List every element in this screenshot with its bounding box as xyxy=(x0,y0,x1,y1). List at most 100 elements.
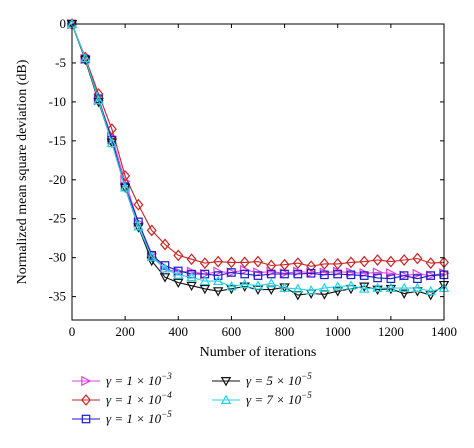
data-point xyxy=(173,269,184,279)
data-point xyxy=(213,255,224,268)
legend-label-exponent: −5 xyxy=(301,390,312,400)
data-point xyxy=(173,278,184,289)
legend-item: γ = 7 × 10−5 xyxy=(212,390,312,407)
data-point xyxy=(227,268,236,277)
data-point xyxy=(412,252,423,265)
data-point xyxy=(80,55,91,66)
legend-swatch-marker xyxy=(81,394,91,406)
legend-label-exponent: −5 xyxy=(161,409,172,419)
legend-label: γ = 7 × 10−5 xyxy=(246,390,312,407)
data-point xyxy=(212,275,224,286)
data-point xyxy=(425,257,436,270)
data-point xyxy=(399,254,410,266)
data-point xyxy=(305,284,317,295)
data-point xyxy=(293,269,303,279)
data-point xyxy=(199,275,211,286)
legend-label: γ = 1 × 10−5 xyxy=(106,409,172,426)
data-point xyxy=(345,280,357,290)
data-point xyxy=(292,257,303,270)
data-point xyxy=(146,251,157,261)
series-line xyxy=(71,23,445,280)
data-point xyxy=(186,281,197,292)
data-point xyxy=(412,268,423,280)
data-point xyxy=(199,257,210,270)
legend-label-exponent: −4 xyxy=(161,390,172,400)
data-point xyxy=(253,255,263,268)
data-point xyxy=(133,221,144,231)
data-point xyxy=(333,269,343,279)
data-point xyxy=(239,282,250,292)
data-point xyxy=(359,282,370,292)
legend-label-base: γ = 5 × 10 xyxy=(246,373,302,388)
legend-label: γ = 5 × 10−5 xyxy=(246,371,312,388)
data-point xyxy=(426,271,436,280)
y-tick-label: -20 xyxy=(49,172,66,187)
data-point xyxy=(280,269,289,279)
x-tick-label: 1000 xyxy=(325,324,351,339)
data-point xyxy=(372,254,383,266)
data-point xyxy=(373,273,382,283)
legend-item: γ = 1 × 10−5 xyxy=(72,409,172,426)
data-point xyxy=(386,274,396,284)
data-point xyxy=(186,271,197,282)
data-point xyxy=(359,283,370,293)
legend-swatch-marker xyxy=(220,377,232,387)
legend-label-exponent: −5 xyxy=(301,371,312,381)
data-point xyxy=(372,282,383,293)
ticks-layer: 0 200 400 600 800 1000 1200 1400 0 -5 -10 -15 -20 -25… xyxy=(49,16,457,339)
data-point xyxy=(213,271,223,280)
plot-frame xyxy=(71,23,445,321)
data-point xyxy=(186,253,197,266)
y-tick-label: 0 xyxy=(60,16,67,31)
data-point xyxy=(212,287,224,297)
legend-label-base: γ = 1 × 10 xyxy=(106,373,162,388)
data-point xyxy=(119,182,131,192)
data-point xyxy=(159,263,171,273)
data-point xyxy=(80,52,91,63)
data-point xyxy=(120,169,131,182)
x-tick-label: 1200 xyxy=(378,324,404,339)
data-point xyxy=(412,282,423,293)
legend-swatch-marker xyxy=(220,394,232,404)
data-point xyxy=(252,280,264,290)
legend-swatch-marker xyxy=(81,375,92,387)
legend-swatch-marker xyxy=(81,414,91,424)
data-point xyxy=(239,278,250,289)
data-point xyxy=(385,255,396,268)
data-point xyxy=(359,255,370,268)
legend-item: γ = 1 × 10−4 xyxy=(72,390,172,407)
series-layer xyxy=(66,18,450,301)
data-point xyxy=(133,223,144,233)
y-tick-label: -30 xyxy=(49,250,66,265)
data-point xyxy=(199,284,211,295)
data-point xyxy=(399,271,409,280)
data-point xyxy=(252,285,264,296)
data-point xyxy=(320,270,329,280)
data-point xyxy=(306,268,316,278)
data-point xyxy=(146,224,157,237)
series-5 xyxy=(66,18,450,296)
data-point xyxy=(292,283,304,293)
legend-label: γ = 1 × 10−3 xyxy=(106,371,172,388)
legend-label-base: γ = 7 × 10 xyxy=(246,392,302,407)
legend-item: γ = 5 × 10−5 xyxy=(212,371,312,388)
data-point xyxy=(279,282,290,293)
x-tick-label: 200 xyxy=(115,324,135,339)
x-tick-label: 800 xyxy=(275,324,295,339)
data-point xyxy=(398,282,410,293)
data-point xyxy=(226,281,237,291)
y-axis-title: Normalized mean square deviation (dB) xyxy=(15,59,30,284)
data-point xyxy=(266,269,276,279)
data-point xyxy=(279,258,290,271)
legend-label-base: γ = 1 × 10 xyxy=(106,392,162,407)
y-tick-label: -25 xyxy=(49,211,66,226)
data-point xyxy=(93,94,104,105)
data-point xyxy=(332,281,343,291)
legend: γ = 1 × 10−3γ = 1 × 10−4γ = 1 × 10−5γ = … xyxy=(72,371,312,426)
data-point xyxy=(332,287,343,297)
data-point xyxy=(159,273,171,283)
x-axis-title: Number of iterations xyxy=(200,345,317,360)
data-point xyxy=(226,284,237,295)
